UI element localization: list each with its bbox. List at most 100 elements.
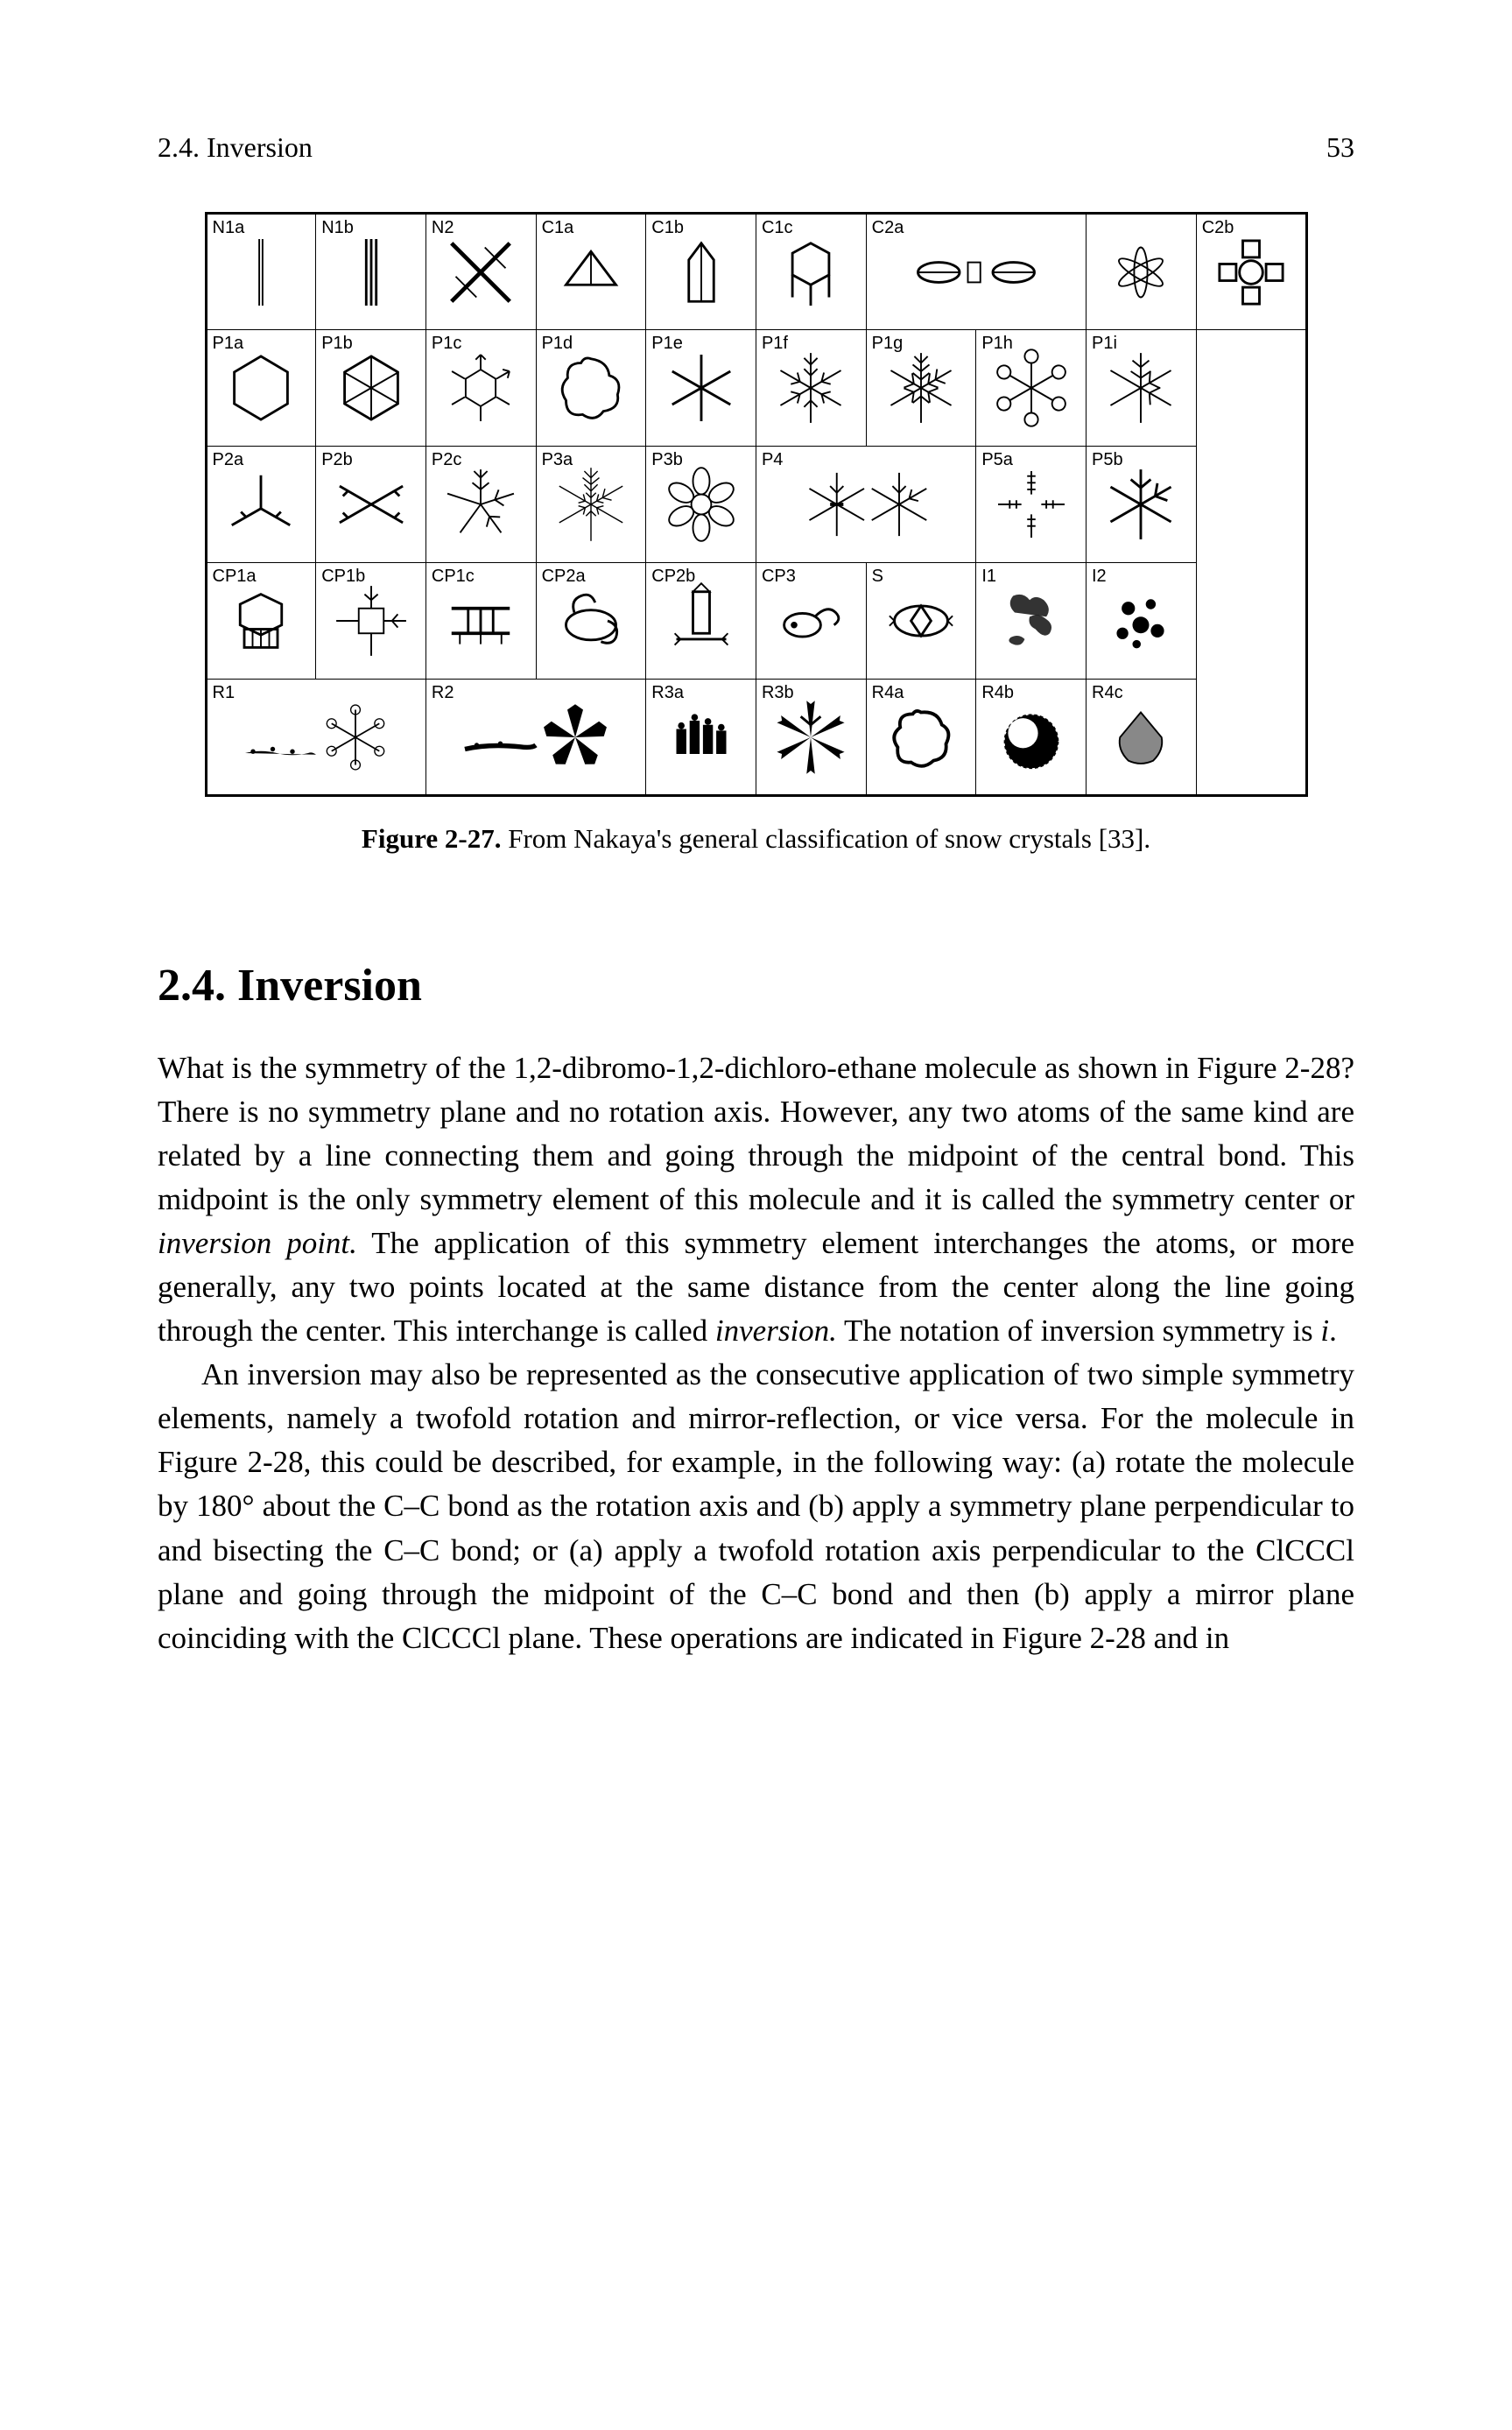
star-crystal-icon [1100, 463, 1183, 546]
crystal-cell: C1c [756, 214, 866, 330]
bullet-rosette-icon [659, 580, 742, 663]
crystal-cell: CP1b [316, 563, 426, 680]
crystal-cell: S [866, 563, 976, 680]
capped-dendrite-icon [329, 580, 412, 663]
crystal-cell: P1c [425, 330, 536, 447]
fan-column-icon [1100, 230, 1183, 313]
crystal-cell: R4a [866, 680, 976, 796]
four-branch-icon [329, 463, 412, 546]
crystal-cell: P3b [646, 447, 756, 563]
table-row: CP1a CP1b CP1c CP2a CP2b CP3 S I1 I2 [206, 563, 1306, 680]
crystal-cell: P1e [646, 330, 756, 447]
crystal-cell: R3b [756, 680, 866, 796]
crystal-cell: P1i [1087, 330, 1197, 447]
table-row: P1a P1b P1c P1d P1e P1f P1g P1h P1i [206, 330, 1306, 447]
scroll-plate-icon [549, 580, 632, 663]
crystal-cell: CP1a [206, 563, 316, 680]
figure-label: Figure 2-27. [362, 823, 502, 854]
cap-column-icon [1209, 230, 1292, 313]
graupel-a-icon [659, 695, 742, 778]
cross-needles-icon [440, 230, 523, 313]
crystal-cell: P5b [1087, 447, 1197, 563]
crystal-cell: CP2a [536, 563, 646, 680]
page-number: 53 [1326, 131, 1354, 164]
italic-term: i [1320, 1314, 1329, 1348]
twin-crystal-icon [787, 463, 945, 546]
irregular1-icon [989, 580, 1072, 663]
graupel-b-icon [770, 695, 853, 778]
pyramid-icon [549, 230, 632, 313]
text-run: . [1329, 1314, 1337, 1348]
branched-plate-icon [440, 347, 523, 430]
crystal-cell: R3a [646, 680, 756, 796]
simple-star-icon [659, 347, 742, 430]
rimed2-icon [457, 695, 615, 778]
section-title: 2.4. Inversion [158, 960, 1354, 1011]
crystal-cell: P1b [316, 330, 426, 447]
crystal-classification-table: N1a N1b N2 C1a C1b C1c C2a C2b P1a P1b P… [205, 212, 1308, 797]
irregular2-icon [1100, 580, 1183, 663]
capped-column-icon [220, 580, 303, 663]
crystal-cell: P1h [976, 330, 1087, 447]
crystal-cell: CP2b [646, 563, 756, 680]
figure-caption: Figure 2-27. From Nakaya's general class… [205, 823, 1308, 855]
crystal-cell: C2a [866, 214, 1086, 330]
crystal-cell: P1a [206, 330, 316, 447]
rimed1-icon [237, 695, 395, 778]
cone-graupel-icon [989, 695, 1072, 778]
crystal-cell: P2a [206, 447, 316, 563]
table-row: R1 R2 R3a R3b R4a R4b R4c [206, 680, 1306, 796]
table-row: N1a N1b N2 C1a C1b C1c C2a C2b [206, 214, 1306, 330]
cloud-plate-icon [549, 347, 632, 430]
crystal-cell: P4 [756, 447, 975, 563]
spatial-icon [879, 580, 962, 663]
crystal-cell: I2 [1087, 563, 1197, 680]
skeleton-crystal-icon [989, 463, 1072, 546]
crystal-cell: C2b [1196, 214, 1306, 330]
italic-term: inversion. [715, 1314, 837, 1348]
crystal-cell: P1g [866, 330, 976, 447]
hexagon-plate-icon [220, 347, 303, 430]
crystal-cell: P3a [536, 447, 646, 563]
crystal-cell: R1 [206, 680, 425, 796]
cell-label: R2 [432, 683, 454, 703]
crystal-cell: N1b [316, 214, 426, 330]
cell-label: R1 [213, 683, 236, 703]
body-text: What is the symmetry of the 1,2-dibromo-… [158, 1046, 1354, 1660]
crystal-cell: CP3 [756, 563, 866, 680]
crystal-cell: I1 [976, 563, 1087, 680]
crystal-cell: N2 [425, 214, 536, 330]
crystal-cell: C1a [536, 214, 646, 330]
paragraph-2: An inversion may also be represented as … [158, 1353, 1354, 1659]
fern-dendrite-icon [879, 347, 962, 430]
needle-bundle-icon [329, 230, 412, 313]
needle-icon [220, 230, 303, 313]
double-plate-icon [440, 580, 523, 663]
crystal-cell: CP1c [425, 563, 536, 680]
crystal-cell: C1b [646, 214, 756, 330]
dendrite-plates-icon [989, 347, 1072, 430]
lump-graupel-icon [879, 695, 962, 778]
header-section: 2.4. Inversion [158, 131, 313, 164]
paragraph-1: What is the symmetry of the 1,2-dibromo-… [158, 1046, 1354, 1353]
crystal-cell: R2 [425, 680, 645, 796]
crystal-cell: P1f [756, 330, 866, 447]
dense-dendrite-icon [549, 463, 632, 546]
flower-crystal-icon [659, 463, 742, 546]
broad-dendrite-icon [1100, 347, 1183, 430]
figure-2-27: N1a N1b N2 C1a C1b C1c C2a C2b P1a P1b P… [205, 212, 1308, 855]
crystal-cell: P1d [536, 330, 646, 447]
crystal-cell: R4c [1087, 680, 1197, 796]
table-row: P2a P2b P2c P3a P3b P4 P5a P5b [206, 447, 1306, 563]
crystal-cell: P2c [425, 447, 536, 563]
cell-label: P4 [762, 450, 783, 470]
hexagonal-graupel-icon [1100, 695, 1183, 778]
three-branch-icon [220, 463, 303, 546]
bullet-icon [659, 230, 742, 313]
hex-column-icon [770, 230, 853, 313]
dendrite-icon [770, 347, 853, 430]
stellar-crystal-icon [440, 463, 523, 546]
side-plane-icon [770, 580, 853, 663]
crystal-cell [1087, 214, 1197, 330]
crystal-cell: N1a [206, 214, 316, 330]
